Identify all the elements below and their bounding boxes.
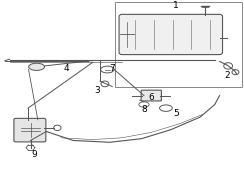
Ellipse shape (29, 63, 45, 70)
Text: 7: 7 (109, 64, 115, 73)
FancyBboxPatch shape (119, 14, 223, 55)
Bar (115, 2, 242, 87)
FancyBboxPatch shape (14, 118, 46, 142)
Text: 6: 6 (148, 93, 154, 102)
Text: 9: 9 (31, 150, 37, 159)
Text: 3: 3 (95, 86, 101, 95)
Text: 4: 4 (63, 64, 69, 73)
FancyBboxPatch shape (141, 90, 162, 101)
Text: 5: 5 (173, 109, 179, 118)
Text: 1: 1 (173, 1, 179, 10)
Text: 8: 8 (141, 105, 147, 114)
Text: 2: 2 (224, 71, 230, 80)
